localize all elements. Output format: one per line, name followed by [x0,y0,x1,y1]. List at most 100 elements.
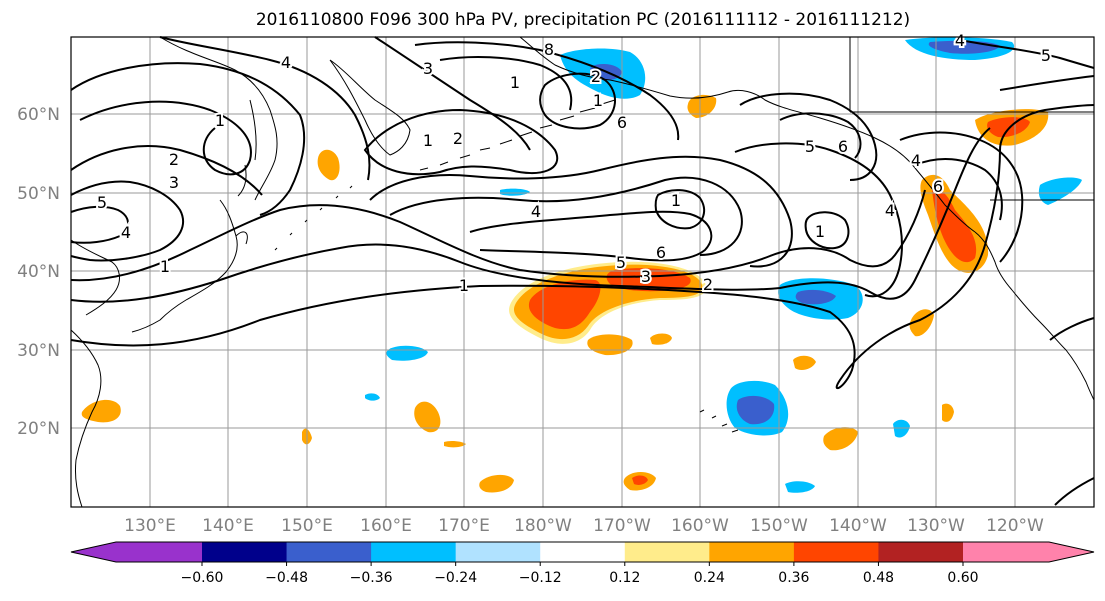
pv-contour-label: 1 [510,73,520,92]
pv-contour [70,145,263,196]
precip-negative-area [386,345,428,361]
colorbar-segment [878,542,964,562]
coastline [519,36,976,233]
map-panel: 5 4 1 2 3 1 2 3 4 8 1 4 2 1 6 5 6 1 4 6 … [70,29,1095,508]
pv-contour-label: 6 [617,113,627,132]
precip-positive-area [932,189,977,263]
pv-contour-label: 3 [423,59,433,78]
pv-contour-label: 6 [933,177,943,196]
colorbar: −0.60 −0.48 −0.36 −0.24 −0.12 0.12 0.24 0.36 0.4… [70,541,1095,586]
precip-negative-area [795,289,836,305]
colorbar-tick-label: 0.36 [778,570,809,586]
colorbar-segment [540,542,626,562]
pv-contour [363,108,559,176]
pv-contour-label: 1 [160,257,170,276]
colorbar-tick-label: 0.24 [694,570,725,586]
coastline [70,239,120,508]
coastline [849,37,1094,113]
coastline [974,231,1013,291]
pv-contour-label: 8 [544,40,554,59]
precip-negative-area [365,393,380,401]
pv-contour [654,189,706,230]
coastline [329,59,411,156]
precip-positive-area [317,149,340,181]
pv-contour [779,112,862,159]
pv-contour [899,131,1024,263]
lon-label: 130°W [907,516,965,536]
pv-contour [159,36,371,181]
pv-contour-label: 1 [671,191,681,210]
pv-contour-label: 4 [955,31,965,50]
pv-contour [999,75,1095,91]
map-title: 2016110800 F096 300 hPa PV, precipitatio… [256,10,910,30]
pv-contour [389,176,743,256]
pv-contour-label: 3 [169,173,179,192]
lon-label: 120°W [986,516,1044,536]
colorbar-tick-label: −0.24 [434,570,477,586]
pv-contour-label: 5 [616,253,626,272]
precip-positive-area [479,474,514,493]
lon-label: 130°E [124,516,176,536]
pv-contour-label: 5 [1041,46,1051,65]
precip-negative-area [500,188,530,196]
coastline [274,185,353,251]
lat-label: 40°N [17,262,60,282]
colorbar-segment [455,542,541,562]
colorbar-segment [709,542,795,562]
pv-contour-label: 2 [453,129,463,148]
pv-contour [914,158,1003,221]
pv-contour [369,155,793,268]
precip-negative-area [785,481,815,493]
lat-label: 50°N [17,184,60,204]
colorbar-tick-label: 0.60 [947,570,978,586]
colorbar-segment [202,542,288,562]
lon-label: 160°E [360,516,412,536]
pv-contour [79,100,252,176]
pv-contour-label: 1 [215,111,225,130]
colorbar-segment [624,542,710,562]
precip-negative-area [1038,177,1082,205]
colorbar-segment [286,542,372,562]
precip-positive-area [444,440,466,448]
pv-contour-label: 2 [703,275,713,294]
pv-contour [959,39,1095,69]
pv-contour [739,92,878,181]
pv-contour [414,41,680,141]
precip-negative-area [893,419,910,438]
coastlines [70,36,1095,508]
pv-contour [539,72,616,130]
pv-contour-label: 5 [97,193,107,212]
colorbar-extend-high [963,542,1094,562]
pv-contour [439,56,573,111]
pv-contour-label: 4 [911,151,921,170]
pv-contour [70,104,1095,390]
coastline [419,99,616,171]
graticule [71,37,1094,507]
colorbar-tick-label: 0.48 [863,570,894,586]
lon-label: 160°W [671,516,729,536]
precip-positive-area [650,333,672,345]
coastline [1011,289,1095,401]
precip-positive-area [823,427,858,451]
pv-contour-label: 6 [656,243,666,262]
pv-contour-label: 6 [838,137,848,156]
coastline [131,199,238,333]
lon-axis: 130°E 140°E 150°E 160°E 170°E 180°W 170°… [124,516,1044,536]
pv-contour-label: 1 [423,131,433,150]
lon-label: 140°W [829,516,887,536]
precip-positive-area [793,355,816,370]
lon-label: 150°W [750,516,808,536]
lat-label: 30°N [17,341,60,361]
precip-positive-area [942,403,954,422]
colorbar-tick-label: 0.12 [609,570,640,586]
precip-positive-area [687,94,717,118]
pv-labels: 5 4 1 2 3 1 2 3 4 8 1 4 2 1 6 5 6 1 4 6 … [95,29,1053,297]
pv-contour-label: 4 [885,201,895,220]
precip-negative-area [736,395,775,425]
pv-contour [1054,477,1095,506]
colorbar-tick-label: −0.48 [265,570,308,586]
colorbar-segment [371,542,457,562]
lon-label: 180°W [514,516,572,536]
pv-contour-label: 1 [815,222,825,241]
